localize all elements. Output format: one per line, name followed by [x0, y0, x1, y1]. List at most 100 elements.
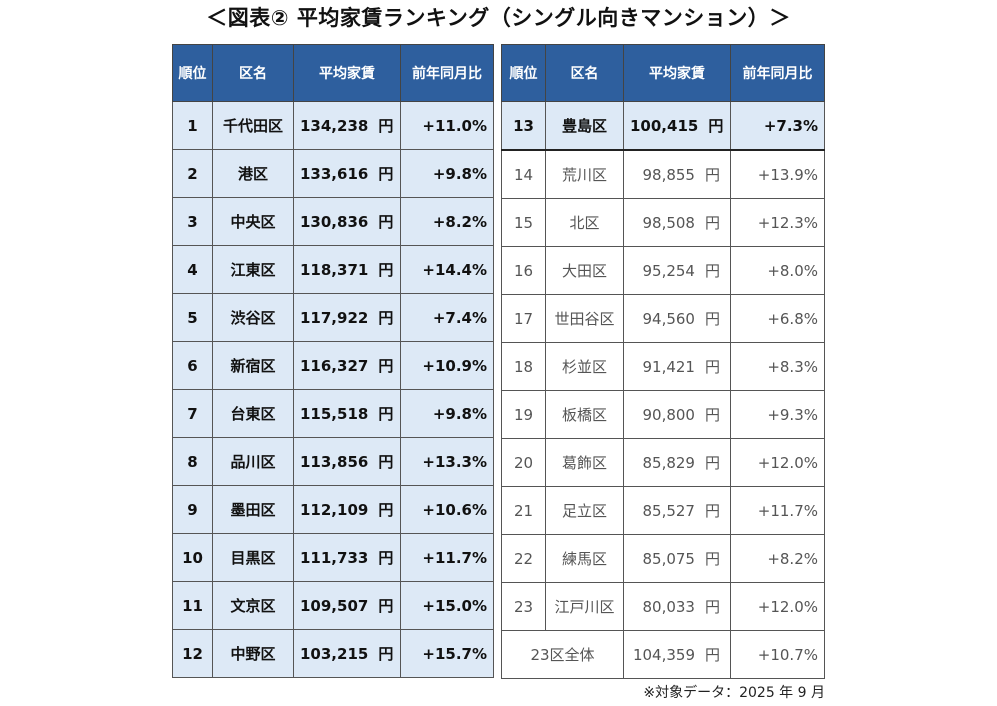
- rent-cell: 80,033 円: [623, 582, 731, 631]
- ranking-table-left: 順位 区名 平均家賃 前年同月比 1 千代田区 134,238 円 +11.0% 2 港区 1…: [172, 44, 494, 678]
- rank-cell: 4: [172, 245, 213, 294]
- rent-value: 104,359: [632, 646, 695, 664]
- yen-unit: 円: [704, 214, 720, 232]
- rent-cell: 115,518 円: [293, 389, 401, 438]
- change-cell: +8.2%: [400, 197, 494, 246]
- ward-cell: 渋谷区: [212, 293, 294, 342]
- table-row: 6 新宿区 116,327 円 +10.9%: [172, 341, 494, 390]
- yen-unit: 円: [378, 309, 394, 327]
- ward-cell: 江戸川区: [545, 582, 624, 631]
- ward-cell: 世田谷区: [545, 294, 624, 343]
- change-cell: +9.8%: [400, 389, 494, 438]
- table-row: 5 渋谷区 117,922 円 +7.4%: [172, 293, 494, 342]
- rent-value: 130,836: [300, 213, 369, 231]
- ward-cell: 板橋区: [545, 390, 624, 439]
- table-row: 3 中央区 130,836 円 +8.2%: [172, 197, 494, 246]
- rank-cell: 12: [172, 629, 213, 678]
- rent-value: 113,856: [300, 453, 369, 471]
- ward-cell: 練馬区: [545, 534, 624, 583]
- total-label: 23区全体: [501, 630, 624, 679]
- table-row: 10 目黒区 111,733 円 +11.7%: [172, 533, 494, 582]
- rank-cell: 16: [501, 246, 546, 295]
- rent-cell: 94,560 円: [623, 294, 731, 343]
- rent-cell: 85,075 円: [623, 534, 731, 583]
- header-change: 前年同月比: [730, 44, 825, 102]
- rent-value: 94,560: [642, 310, 695, 328]
- rent-cell: 112,109 円: [293, 485, 401, 534]
- table-row: 2 港区 133,616 円 +9.8%: [172, 149, 494, 198]
- table-row: 22 練馬区 85,075 円 +8.2%: [501, 534, 825, 583]
- rank-cell: 17: [501, 294, 546, 343]
- table-row: 11 文京区 109,507 円 +15.0%: [172, 581, 494, 630]
- rank-cell: 3: [172, 197, 213, 246]
- rent-value: 109,507: [300, 597, 369, 615]
- yen-unit: 円: [704, 502, 720, 520]
- page-title: ＜図表② 平均家賃ランキング（シングル向きマンション）＞: [206, 6, 791, 30]
- rank-cell: 18: [501, 342, 546, 391]
- change-cell: +10.9%: [400, 341, 494, 390]
- change-cell: +9.3%: [730, 390, 825, 439]
- rent-value: 85,829: [642, 454, 695, 472]
- ward-cell: 荒川区: [545, 149, 624, 199]
- ward-cell: 中野区: [212, 629, 294, 678]
- rent-value: 95,254: [642, 262, 695, 280]
- table-row: 8 品川区 113,856 円 +13.3%: [172, 437, 494, 486]
- yen-unit: 円: [704, 646, 720, 664]
- rank-cell: 20: [501, 438, 546, 487]
- yen-unit: 円: [704, 550, 720, 568]
- rank-cell: 5: [172, 293, 213, 342]
- rent-cell: 116,327 円: [293, 341, 401, 390]
- rank-cell: 11: [172, 581, 213, 630]
- table-row: 23 江戸川区 80,033 円 +12.0%: [501, 582, 825, 631]
- rank-cell: 10: [172, 533, 213, 582]
- yen-unit: 円: [378, 213, 394, 231]
- rent-cell: 98,508 円: [623, 198, 731, 247]
- rank-cell: 2: [172, 149, 213, 198]
- ward-cell: 新宿区: [212, 341, 294, 390]
- rank-cell: 15: [501, 198, 546, 247]
- rank-cell: 8: [172, 437, 213, 486]
- rent-value: 98,855: [642, 166, 695, 184]
- rent-value: 133,616: [300, 165, 369, 183]
- header-row: 順位 区名 平均家賃 前年同月比: [172, 44, 494, 102]
- table-row: 20 葛飾区 85,829 円 +12.0%: [501, 438, 825, 487]
- change-cell: +10.7%: [730, 630, 825, 679]
- change-cell: +14.4%: [400, 245, 494, 294]
- rent-cell: 113,856 円: [293, 437, 401, 486]
- change-cell: +7.4%: [400, 293, 494, 342]
- rent-value: 80,033: [642, 598, 695, 616]
- change-cell: +11.0%: [400, 101, 494, 150]
- yen-unit: 円: [378, 453, 394, 471]
- rent-value: 115,518: [300, 405, 369, 423]
- rent-cell: 117,922 円: [293, 293, 401, 342]
- yen-unit: 円: [704, 310, 720, 328]
- rank-cell: 14: [501, 149, 546, 199]
- table-row: 19 板橋区 90,800 円 +9.3%: [501, 390, 825, 439]
- ward-cell: 葛飾区: [545, 438, 624, 487]
- table-row: 15 北区 98,508 円 +12.3%: [501, 198, 825, 247]
- rank-cell: 6: [172, 341, 213, 390]
- yen-unit: 円: [378, 405, 394, 423]
- table-row: 16 大田区 95,254 円 +8.0%: [501, 246, 825, 295]
- table-row: 13 豊島区 100,415 円 +7.3%: [501, 101, 825, 151]
- table-row: 1 千代田区 134,238 円 +11.0%: [172, 101, 494, 150]
- table-row: 17 世田谷区 94,560 円 +6.8%: [501, 294, 825, 343]
- footnote: ※対象データ：2025 年 9 月: [643, 685, 825, 701]
- yen-unit: 円: [378, 261, 394, 279]
- change-cell: +8.2%: [730, 534, 825, 583]
- ward-cell: 大田区: [545, 246, 624, 295]
- change-cell: +9.8%: [400, 149, 494, 198]
- ward-cell: 千代田区: [212, 101, 294, 150]
- yen-unit: 円: [378, 501, 394, 519]
- ward-cell: 墨田区: [212, 485, 294, 534]
- change-cell: +10.6%: [400, 485, 494, 534]
- ward-cell: 台東区: [212, 389, 294, 438]
- table-row: 9 墨田区 112,109 円 +10.6%: [172, 485, 494, 534]
- rent-cell: 130,836 円: [293, 197, 401, 246]
- rent-value: 134,238: [300, 117, 369, 135]
- change-cell: +15.0%: [400, 581, 494, 630]
- ranking-table-right: 順位 区名 平均家賃 前年同月比 13 豊島区 100,415 円 +7.3% 14 荒川区…: [501, 44, 825, 679]
- ward-cell: 文京区: [212, 581, 294, 630]
- yen-unit: 円: [378, 645, 394, 663]
- rent-cell: 133,616 円: [293, 149, 401, 198]
